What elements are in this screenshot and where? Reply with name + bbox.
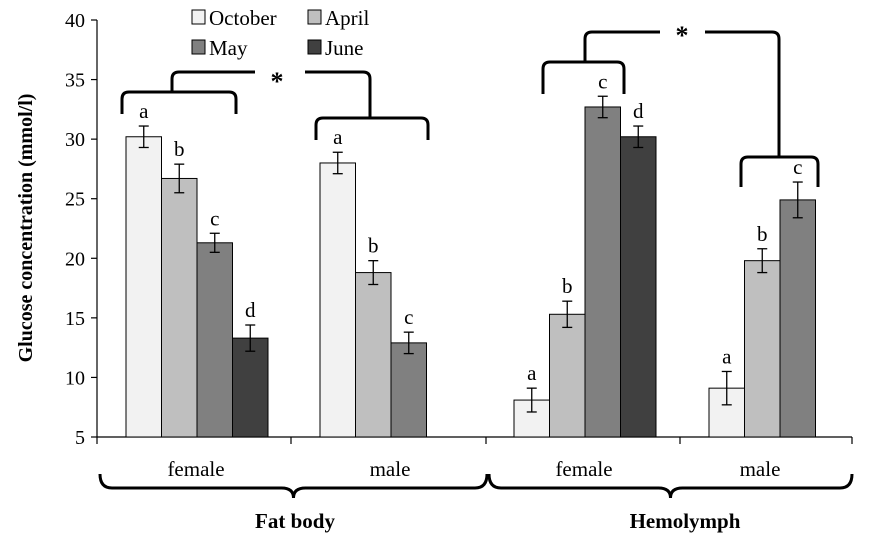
y-tick-label: 40 <box>65 10 85 32</box>
significance-bracket-fat-female <box>120 90 238 114</box>
significance-letter: b <box>757 222 768 246</box>
legend: October April May June <box>191 6 369 60</box>
group-label: male <box>370 457 411 481</box>
bar-female-june <box>620 136 657 438</box>
bar-male-may <box>390 342 427 438</box>
bar-female-june <box>232 337 269 438</box>
bar-male-april <box>744 260 781 438</box>
group-label: female <box>167 457 224 481</box>
significance-letter: c <box>598 69 607 93</box>
significance-star: * <box>676 21 689 50</box>
significance-letter: a <box>722 344 732 368</box>
y-tick-label: 35 <box>65 70 85 92</box>
tissue-label: Fat body <box>255 509 335 533</box>
y-tick-label: 20 <box>65 248 85 270</box>
tissue-label: Hemolymph <box>630 509 741 533</box>
bars-layer: a b c d a b c a b c d a b c <box>125 69 816 438</box>
significance-connector-hemo-left <box>583 30 660 62</box>
legend-label-october: October <box>209 6 277 30</box>
bar-male-october <box>708 387 745 438</box>
bar-female-may <box>196 242 233 438</box>
y-tick-label: 25 <box>65 189 85 211</box>
significance-letter: d <box>245 298 256 322</box>
significance-star: * <box>271 67 284 96</box>
y-tick-label: 30 <box>65 129 85 151</box>
legend-swatch-october <box>191 9 206 25</box>
significance-connector-fat-left <box>170 70 255 92</box>
significance-letter: b <box>368 234 379 258</box>
tissue-brace <box>487 473 854 499</box>
group-label: female <box>555 457 612 481</box>
legend-swatch-june <box>307 39 322 55</box>
significance-bracket-hemo-male <box>739 155 820 187</box>
y-tick-label: 10 <box>65 367 85 389</box>
bar-female-april <box>549 313 586 438</box>
significance-connector-hemo-right <box>705 30 781 157</box>
bar-male-april <box>355 272 392 438</box>
bar-male-october <box>319 162 356 438</box>
legend-label-june: June <box>325 36 364 60</box>
tissue-brace <box>98 473 489 499</box>
bar-male-may <box>779 199 816 438</box>
annotations-layer: ** <box>120 21 820 187</box>
bar-female-october <box>125 136 162 438</box>
bar-female-may <box>584 106 621 438</box>
legend-swatch-april <box>307 9 322 25</box>
significance-letter: d <box>633 99 644 123</box>
significance-letter: c <box>793 155 802 179</box>
y-axis-label: Glucose concentration (mmol/l) <box>15 94 37 363</box>
significance-bracket-hemo-female <box>541 60 626 94</box>
significance-letter: b <box>562 274 573 298</box>
significance-letter: b <box>174 137 185 161</box>
y-tick-label: 5 <box>75 427 85 449</box>
significance-bracket-fat-male <box>314 116 430 140</box>
significance-letter: c <box>210 206 219 230</box>
significance-letter: a <box>527 361 537 385</box>
legend-label-may: May <box>209 36 248 60</box>
significance-letter: c <box>404 305 413 329</box>
bar-female-april <box>161 177 198 438</box>
significance-letter: a <box>333 125 343 149</box>
legend-label-april: April <box>325 6 369 30</box>
significance-letter: a <box>139 99 149 123</box>
y-tick-label: 15 <box>65 308 85 330</box>
group-label: male <box>740 457 781 481</box>
legend-swatch-may <box>191 39 206 55</box>
significance-connector-fat-right <box>305 70 372 118</box>
